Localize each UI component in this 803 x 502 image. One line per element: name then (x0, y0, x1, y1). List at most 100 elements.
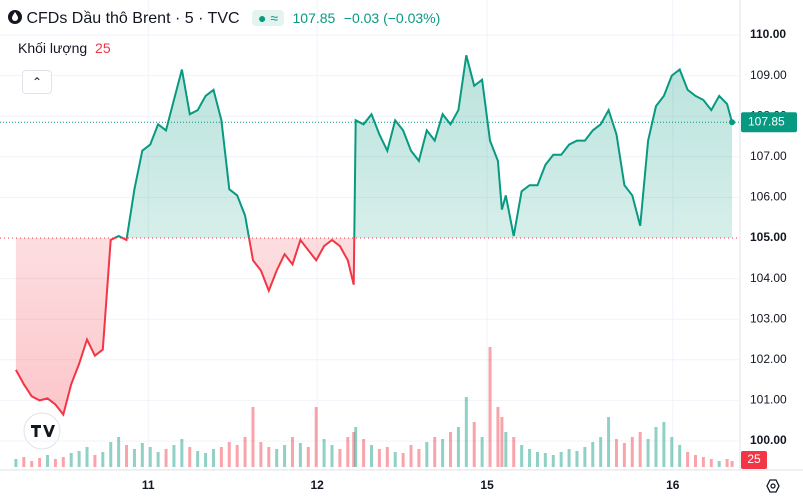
volume-bar (520, 445, 524, 467)
volume-bar (14, 459, 18, 467)
volume-bar (180, 439, 184, 467)
volume-bar (496, 407, 500, 467)
volume-bar (196, 451, 200, 467)
volume-bar (46, 455, 50, 467)
volume-bar (730, 461, 734, 467)
volume-bar (164, 449, 168, 467)
volume-bar (512, 437, 516, 467)
volume-bar (535, 452, 539, 467)
volume-bar (156, 452, 160, 467)
volume-legend: Khối lượng 25 (18, 40, 111, 56)
volume-bar (725, 459, 729, 467)
volume-bar (77, 451, 81, 467)
area-up (15, 55, 733, 238)
volume-bar (283, 445, 287, 467)
volume-bar (678, 445, 682, 467)
volume-bar (500, 417, 504, 467)
volume-bar (686, 452, 690, 467)
y-tick-label: 104.00 (750, 271, 787, 285)
volume-bar (188, 447, 192, 467)
volume-bar (417, 449, 421, 467)
settings-icon[interactable] (766, 479, 780, 493)
y-tick-label: 110.00 (750, 27, 786, 41)
volume-bar (449, 432, 453, 467)
x-tick-label: 12 (310, 478, 324, 492)
volume-bar (401, 453, 405, 467)
y-tick-label: 109.00 (750, 68, 787, 82)
volume-bar (330, 445, 334, 467)
symbol-header: CFDs Dầu thô Brent · 5 · TVC ● ≈ 107.85 … (8, 8, 440, 28)
volume-bar (614, 439, 618, 467)
y-tick-label: 107.00 (750, 149, 787, 163)
volume-bar (275, 449, 279, 467)
volume-bar (354, 427, 358, 467)
volume-bar (638, 432, 642, 467)
volume-bar (125, 445, 129, 467)
volume-bar (630, 437, 634, 467)
x-tick-label: 15 (480, 478, 494, 492)
volume-bar (362, 439, 366, 467)
volume-bar (472, 422, 476, 467)
volume-bar (433, 437, 437, 467)
volume-bar (425, 442, 429, 467)
volume-bar (322, 439, 326, 467)
volume-bar (93, 455, 97, 467)
baseline-label: 105.00 (750, 230, 787, 244)
volume-bar (409, 445, 413, 467)
volume-bar (543, 453, 547, 467)
volume-bar (243, 437, 247, 467)
volume-bar (591, 442, 595, 467)
volume-bar (694, 455, 698, 467)
volume-bar (528, 449, 532, 467)
volume-bar (69, 453, 73, 467)
volume-bar (251, 407, 255, 467)
volume-bar (575, 451, 579, 467)
volume-bar (140, 443, 144, 467)
volume-bar (227, 442, 231, 467)
volume-bar (148, 447, 152, 467)
volume-bar (504, 432, 508, 467)
x-tick-label: 11 (142, 478, 155, 492)
volume-title: Khối lượng (18, 40, 88, 56)
volume-bar (352, 432, 356, 467)
volume-bar (30, 461, 34, 467)
area-down (15, 238, 733, 415)
volume-bar (338, 449, 342, 467)
volume-bar (101, 452, 105, 467)
volume-bar (61, 457, 65, 467)
volume-bar (132, 449, 136, 467)
volume-bar (441, 439, 445, 467)
volume-bar (646, 439, 650, 467)
volume-bar (53, 459, 57, 467)
volume-bar (464, 397, 468, 467)
volume-bar (662, 422, 666, 467)
volume-bar (599, 437, 603, 467)
volume-bar (607, 417, 611, 467)
volume-bar (109, 442, 113, 467)
volume-bar (211, 449, 215, 467)
y-tick-label: 101.00 (750, 393, 787, 407)
oil-icon (8, 10, 22, 24)
volume-bar (583, 447, 587, 467)
volume-bar (670, 437, 674, 467)
volume-bar (219, 447, 223, 467)
volume-bar (488, 347, 492, 467)
volume-bar (267, 447, 271, 467)
volume-bar (622, 443, 626, 467)
volume-tag-label: 25 (747, 452, 761, 466)
volume-bar (559, 452, 563, 467)
volume-last: 25 (95, 40, 111, 56)
tv-logo (23, 412, 61, 450)
collapse-button[interactable]: ⌃ (22, 70, 52, 94)
volume-bar (204, 453, 208, 467)
volume-bar (38, 458, 42, 467)
volume-bar (385, 447, 389, 467)
symbol-title: CFDs Dầu thô Brent · 5 · TVC (26, 10, 240, 27)
volume-bar (370, 445, 374, 467)
volume-bar (480, 437, 484, 467)
x-tick-label: 16 (666, 478, 680, 492)
volume-bar (172, 445, 176, 467)
volume-bar (314, 407, 318, 467)
